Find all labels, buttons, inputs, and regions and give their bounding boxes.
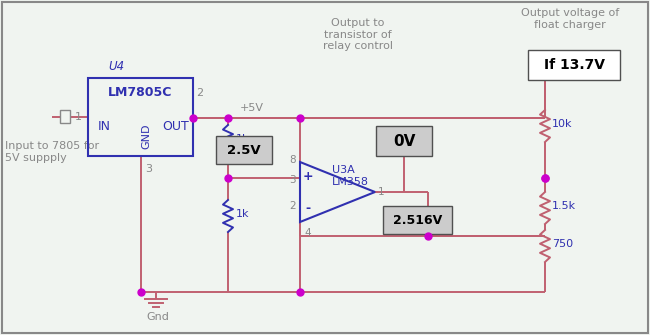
- Text: GND: GND: [141, 123, 151, 149]
- Text: 0V: 0V: [393, 134, 415, 148]
- Text: Output voltage of
float charger: Output voltage of float charger: [521, 8, 619, 29]
- Text: 1: 1: [75, 112, 82, 122]
- Text: +5V: +5V: [240, 103, 264, 113]
- Text: 1: 1: [378, 187, 385, 197]
- Text: 1.5k: 1.5k: [552, 201, 576, 211]
- Text: 4: 4: [304, 228, 311, 238]
- Text: IN: IN: [98, 120, 111, 133]
- Text: 8: 8: [289, 155, 296, 165]
- Text: 3: 3: [146, 164, 153, 174]
- Text: Gnd: Gnd: [146, 312, 169, 322]
- Text: OUT: OUT: [162, 120, 189, 133]
- Text: If 13.7V: If 13.7V: [543, 58, 604, 72]
- Text: Output to
transistor of
relay control: Output to transistor of relay control: [323, 18, 393, 51]
- Text: U4: U4: [108, 60, 124, 73]
- Text: Input to 7805 for
5V suppply: Input to 7805 for 5V suppply: [5, 141, 99, 163]
- FancyBboxPatch shape: [376, 126, 432, 156]
- Text: U3A: U3A: [332, 165, 355, 175]
- Text: 10k: 10k: [552, 119, 573, 129]
- Text: 2: 2: [196, 88, 203, 98]
- Text: LM7805C: LM7805C: [109, 85, 173, 98]
- FancyBboxPatch shape: [383, 206, 452, 234]
- Text: 750: 750: [552, 239, 573, 249]
- Text: 1k: 1k: [236, 209, 250, 219]
- Text: LM358: LM358: [332, 177, 369, 187]
- FancyBboxPatch shape: [528, 50, 620, 80]
- Text: 2: 2: [289, 201, 296, 211]
- Text: +: +: [303, 170, 313, 183]
- FancyBboxPatch shape: [216, 136, 272, 164]
- Text: 2.516V: 2.516V: [393, 213, 442, 226]
- Text: 1k: 1k: [236, 134, 250, 144]
- Text: 2.5V: 2.5V: [227, 143, 261, 156]
- Text: 3: 3: [289, 175, 296, 185]
- Text: -: -: [306, 201, 311, 214]
